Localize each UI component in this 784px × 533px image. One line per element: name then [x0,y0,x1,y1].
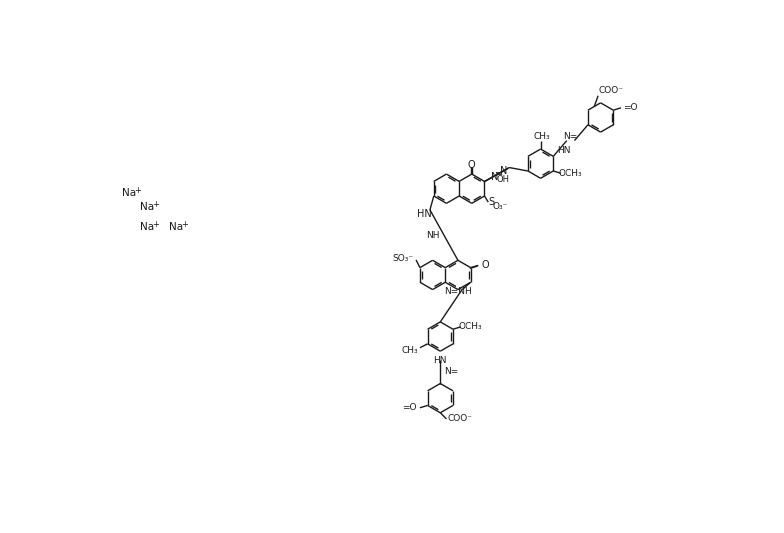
Text: +: + [182,220,188,229]
Text: O₃⁻: O₃⁻ [492,203,507,211]
Text: Na: Na [122,188,136,198]
Text: N: N [500,166,507,175]
Text: CH₃: CH₃ [534,132,550,141]
Text: HN: HN [434,356,447,365]
Text: NH: NH [426,231,440,240]
Text: SO₃⁻: SO₃⁻ [393,254,414,263]
Text: +: + [152,199,159,208]
Text: HN: HN [557,146,571,155]
Text: OCH₃: OCH₃ [458,322,481,332]
Text: =O: =O [402,403,417,412]
Text: Na: Na [140,222,154,232]
Text: N=: N= [564,132,578,141]
Text: OCH₃: OCH₃ [558,169,582,178]
Text: CH₃: CH₃ [401,345,419,354]
Text: COO⁻: COO⁻ [448,415,473,423]
Text: O: O [481,260,489,270]
Text: =: = [495,168,503,179]
Text: N: N [491,172,498,182]
Text: S: S [488,197,495,207]
Text: HN: HN [417,209,432,220]
Text: +: + [152,220,159,229]
Text: +: + [134,185,140,195]
Text: =O: =O [623,103,637,112]
Text: COO⁻: COO⁻ [598,86,623,95]
Text: O: O [468,160,476,170]
Text: N=: N= [445,367,459,376]
Text: Na: Na [169,222,183,232]
Text: Na: Na [140,202,154,212]
Text: N=NH: N=NH [444,287,472,296]
Text: OH: OH [497,175,510,183]
